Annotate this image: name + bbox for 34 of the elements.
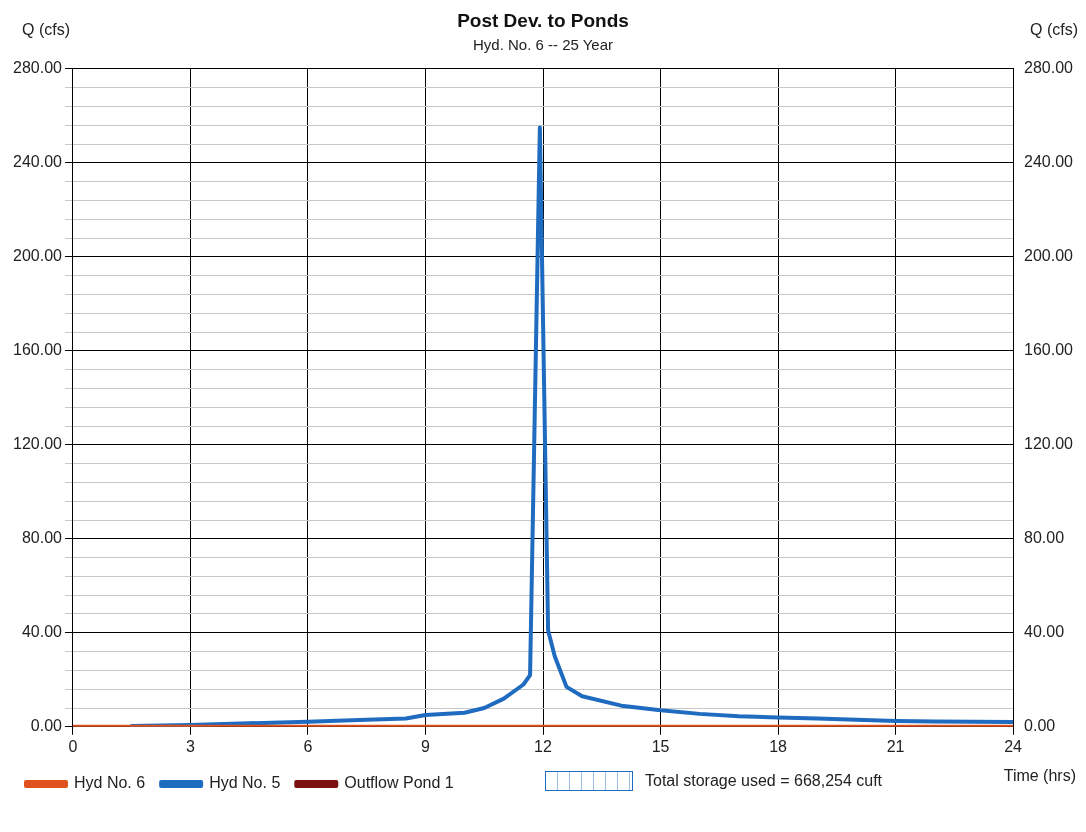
y-tick-label: 160.00: [13, 341, 63, 359]
y-tick-label: 40.00: [21, 623, 63, 641]
y2-tick-label: 40.00: [1024, 623, 1065, 641]
y-tick-label: 280.00: [13, 59, 63, 77]
legend-label: Hyd No. 6: [74, 774, 146, 792]
legend-label: Hyd No. 5: [209, 774, 281, 792]
x-tick-label: 15: [651, 737, 670, 755]
x-axis-title: Time (hrs): [1003, 767, 1076, 785]
y2-tick-label: 160.00: [1024, 341, 1074, 359]
y-tick-label: 80.00: [21, 529, 63, 547]
y2-tick-label: 200.00: [1024, 247, 1074, 265]
y2-tick-label: 280.00: [1024, 59, 1074, 77]
y2-tick-label: 240.00: [1024, 153, 1074, 171]
x-tick-label: 24: [1004, 737, 1023, 755]
y-axis-title: Q (cfs): [22, 21, 70, 39]
y2-tick-label: 80.00: [1024, 529, 1065, 547]
x-tick-label: 0: [68, 737, 78, 755]
y-tick-label: 240.00: [13, 153, 63, 171]
chart-subtitle: Hyd. No. 6 -- 25 Year: [472, 35, 614, 53]
y-tick-label: 200.00: [13, 247, 63, 265]
x-tick-label: 12: [534, 737, 552, 755]
text: Total storage used = 668,254 cuft: [645, 772, 883, 790]
x-tick-label: 21: [886, 737, 905, 755]
y-tick-label: 0.00: [30, 717, 63, 735]
y2-tick-label: 120.00: [1024, 435, 1074, 453]
y2-axis-title: Q (cfs): [1030, 21, 1078, 39]
x-tick-label: 18: [769, 737, 788, 755]
x-tick-label: 6: [303, 737, 313, 755]
chart-title: Post Dev. to Ponds: [457, 9, 629, 31]
x-tick-label: 9: [421, 737, 431, 755]
y2-tick-label: 0.00: [1024, 717, 1056, 735]
legend-label: Outflow Pond 1: [344, 774, 454, 792]
y-tick-label: 120.00: [13, 435, 63, 453]
x-tick-label: 3: [186, 737, 195, 755]
